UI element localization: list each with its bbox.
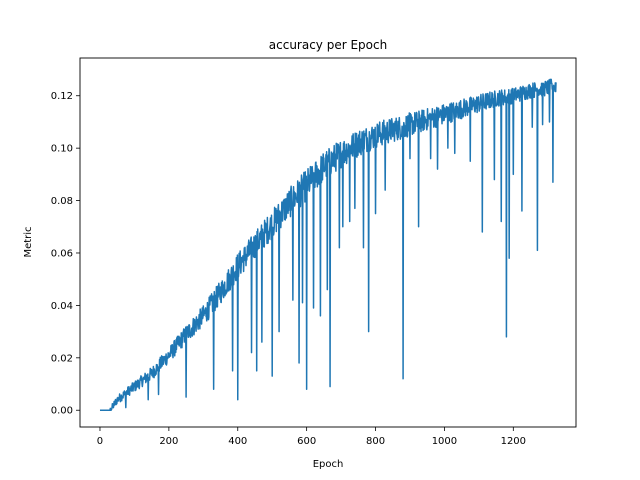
- y-tick-label: 0.00: [51, 406, 73, 417]
- plot-area: [99, 78, 557, 411]
- chart-title: accuracy per Epoch: [269, 38, 387, 52]
- x-tick-label: 600: [297, 436, 316, 447]
- x-axis: 0 200 400 600 800 1000 1200: [97, 427, 526, 447]
- x-tick-label: 200: [159, 436, 178, 447]
- x-tick-label: 0: [97, 436, 103, 447]
- x-tick-label: 1200: [501, 436, 526, 447]
- x-tick-label: 400: [228, 436, 247, 447]
- y-axis: 0.00 0.02 0.04 0.06 0.08 0.10 0.12: [51, 91, 80, 417]
- axes-frame: [79, 57, 577, 428]
- y-tick-label: 0.06: [51, 248, 73, 259]
- accuracy-series-line: [99, 78, 557, 411]
- y-tick-label: 0.12: [51, 91, 73, 102]
- y-tick-label: 0.02: [51, 353, 73, 364]
- y-tick-label: 0.10: [51, 144, 73, 155]
- y-axis-label: Metric: [23, 226, 34, 257]
- x-tick-label: 1000: [432, 436, 457, 447]
- x-axis-label: Epoch: [313, 459, 344, 470]
- y-tick-label: 0.04: [51, 301, 73, 312]
- x-tick-label: 800: [366, 436, 385, 447]
- y-tick-label: 0.08: [51, 196, 73, 207]
